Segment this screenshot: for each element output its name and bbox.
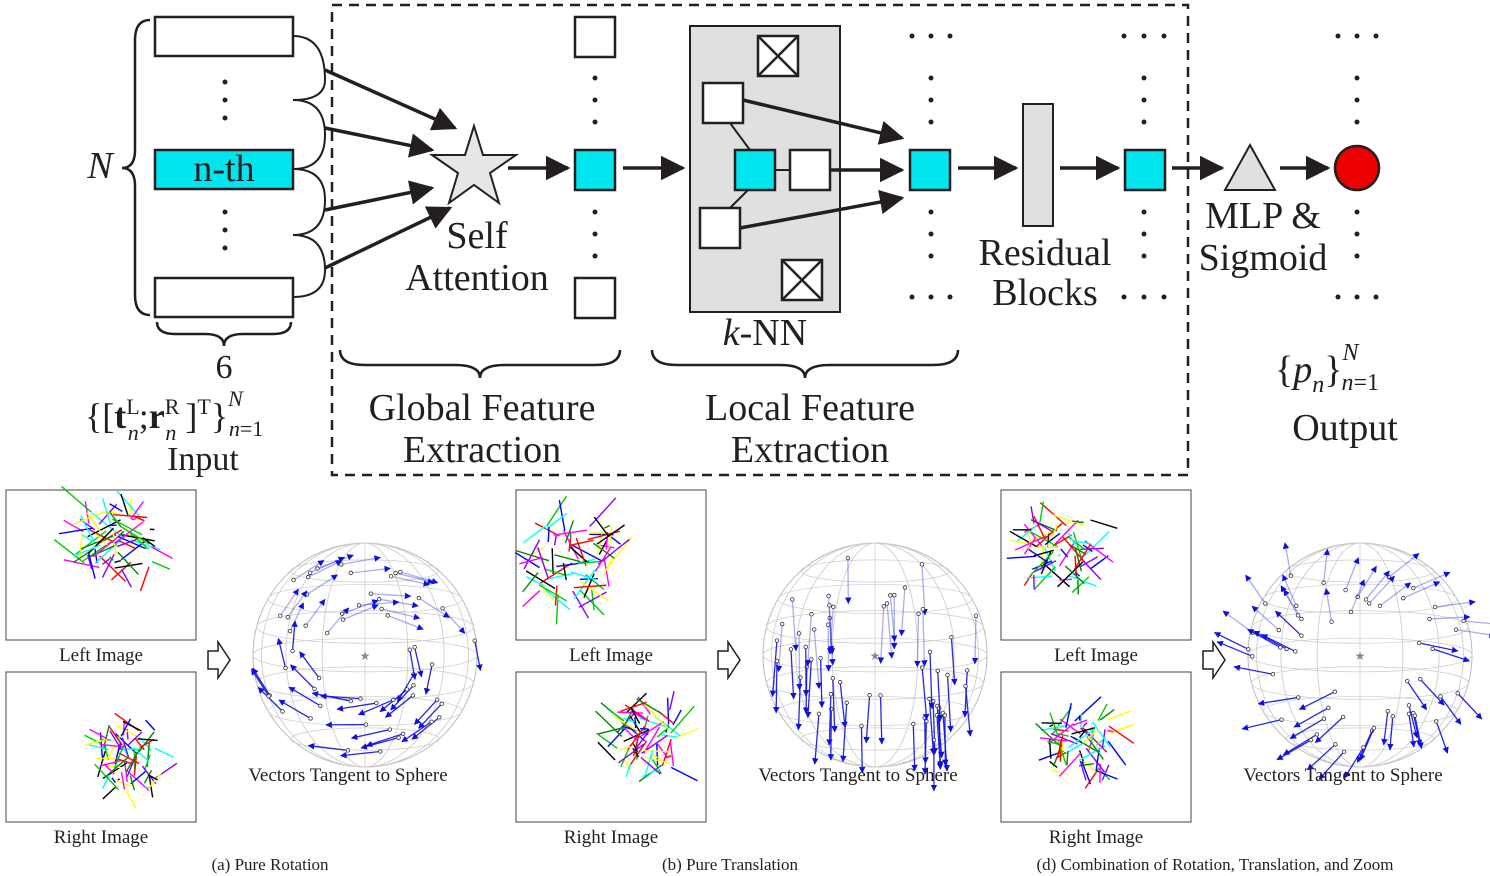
n-label: N [86,145,115,187]
right-image-label: Right Image [1049,827,1143,848]
transition-arrow-icon [1202,639,1226,681]
panel-caption: (a) Pure Rotation [211,855,329,874]
nth-input-row [153,148,295,191]
local-brace [650,349,960,379]
left-image [515,489,707,641]
svg-text:★: ★ [1355,649,1366,663]
panel-0: Left Image Right Image ★ Vectors Tangent to… [5,485,483,848]
left-image-label: Left Image [569,645,653,666]
global-line2: Extraction [403,429,561,471]
mlp-line1: MLP & [1205,195,1321,237]
output-formula: {pn}N n=1 Output [1275,340,1398,449]
input-formula: {[tL n;rR n ]T}N n=1 Input [85,386,263,478]
sphere-label: Vectors Tangent to Sphere [1243,765,1442,786]
svg-text:{[tLn;rRn ]T}Nn=1: {[tL n;rR n ]T}N n=1 [85,386,263,445]
local-line1: Local Feature [705,387,915,429]
left-image [5,489,197,641]
sphere-label: Vectors Tangent to Sphere [758,765,957,786]
residual-line1: Residual [979,232,1112,274]
global-line1: Global Feature [369,387,596,429]
left-image-label: Left Image [1054,645,1138,666]
right-image-label: Right Image [564,827,658,848]
residual-block [1022,103,1054,227]
transition-arrow-icon [717,639,741,681]
right-image-label: Right Image [54,827,148,848]
panel-1: Left Image Right Image ★ Vectors Tangent to… [514,489,988,848]
svg-text:★: ★ [360,649,371,663]
dim-label: 6 [216,349,233,386]
nth-label: n-th [193,148,254,190]
knn-box [689,25,841,313]
left-image-label: Left Image [59,645,143,666]
mlp-line2: Sigmoid [1199,237,1328,279]
input-block: n-th N 6 [86,15,327,386]
global-feature-column [573,15,617,320]
self-attention-star [428,122,520,206]
self-attention-line2: Attention [405,257,549,299]
output-caption: Output [1292,407,1398,449]
svg-text:{pn}Nn=1: {pn}N n=1 [1275,340,1379,398]
residual-output-column [1121,33,1167,300]
panel-2: Left Image Right Image ★ Vectors Tangent to… [1000,489,1490,848]
self-attention-line1: Self [446,215,508,257]
knn-label: k-NN [723,312,807,354]
local-feature-column [908,33,953,300]
processing-frame [330,3,1190,477]
output-column [1333,33,1381,300]
residual-line2: Blocks [992,272,1098,314]
svg-text:★: ★ [870,649,881,663]
sphere-label: Vectors Tangent to Sphere [248,765,447,786]
global-brace [338,349,622,379]
transition-arrow-icon [207,639,231,681]
right-image [515,671,707,823]
input-caption: Input [167,441,239,478]
panel-caption: (d) Combination of Rotation, Translation… [1037,855,1394,874]
panel-caption: (b) Pure Translation [662,855,799,874]
local-line2: Extraction [731,429,889,471]
mlp-triangle [1223,142,1277,191]
